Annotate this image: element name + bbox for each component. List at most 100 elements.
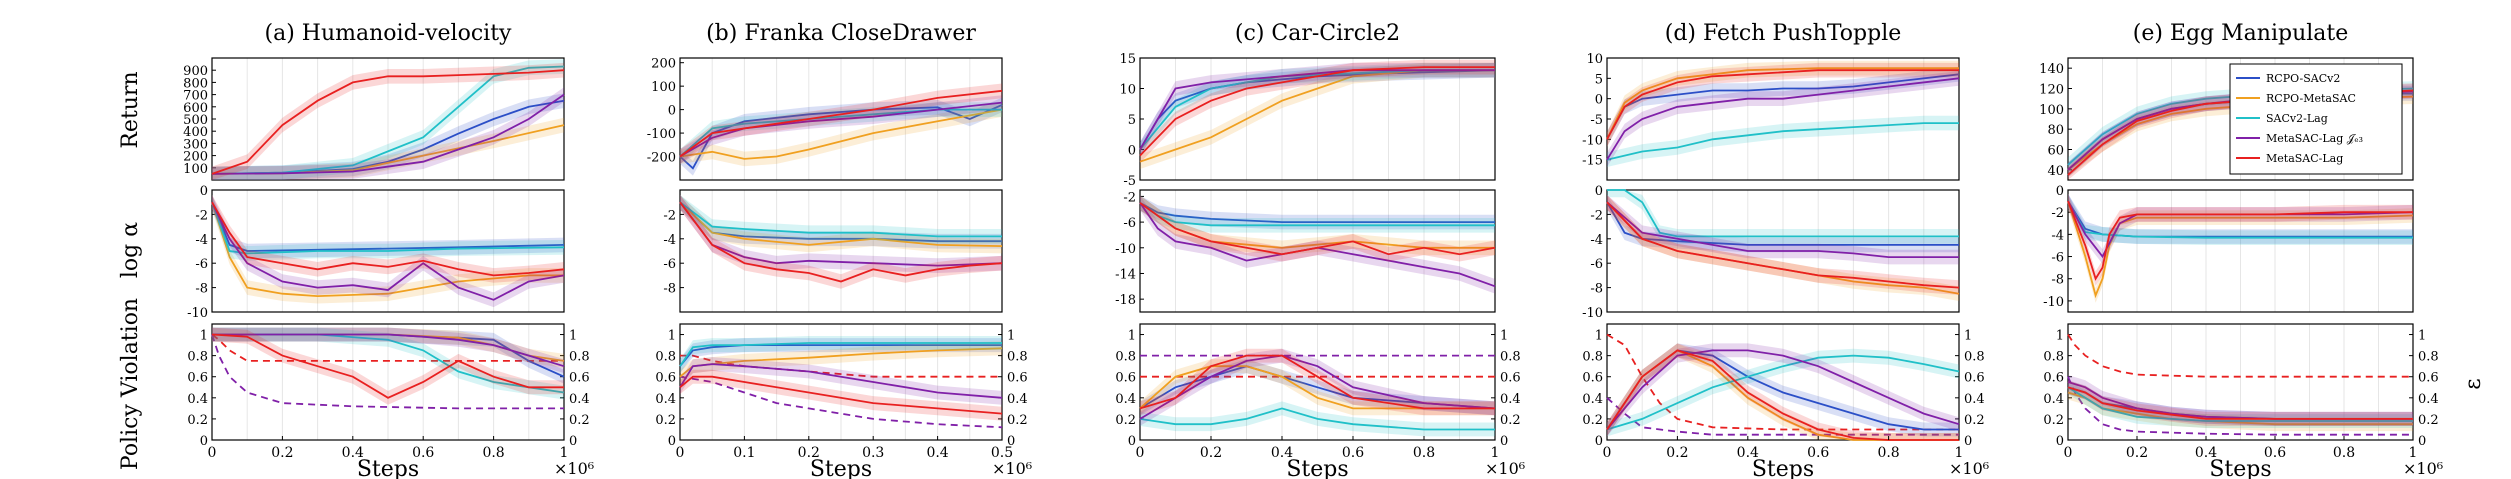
series-band <box>2068 380 2413 426</box>
y-tick-label: 0.4 <box>1582 392 1603 407</box>
panels: (a) Humanoid-velocity1002003004005006007… <box>183 21 2443 479</box>
subplot-mid: -10 -8 -6 -4 -2 0 <box>187 184 565 321</box>
y-tick-label: -5 <box>1590 113 1603 128</box>
series-band <box>1140 348 1495 416</box>
y-tick-label: 1 <box>1595 329 1603 344</box>
y-tick-label: 0.8 <box>2043 350 2064 365</box>
y2-tick-label: 0.6 <box>569 371 590 386</box>
y-tick-label: 5 <box>1595 72 1603 87</box>
series-band <box>1140 62 1495 157</box>
y-tick-label: 5 <box>1128 113 1136 128</box>
series-band <box>2068 84 2413 178</box>
series-band <box>680 83 1002 164</box>
series-line <box>1139 365 1495 410</box>
y-tick-label: -8 <box>1590 282 1603 297</box>
y-tick-label: 1 <box>200 329 208 344</box>
series-band <box>212 327 564 368</box>
x-tick-label: 0.5 <box>991 445 1013 461</box>
y-tick-label: -2 <box>663 208 676 223</box>
series-line <box>679 89 1003 158</box>
y-tick-label: -8 <box>663 282 676 297</box>
y-tick-label: -10 <box>2043 295 2064 310</box>
series-band <box>2068 193 2413 245</box>
y-tick-label: -4 <box>2051 228 2064 243</box>
y-tick-label: 10 <box>1119 83 1136 98</box>
series-line <box>679 201 1003 283</box>
series-line <box>1606 77 1960 161</box>
legend-entry: MetaSAC-Lag <box>2266 152 2343 165</box>
series-band <box>1140 62 1495 169</box>
axes-frame <box>1139 189 1496 313</box>
y-tick-label: 200 <box>651 57 676 72</box>
series-line <box>1139 407 1495 431</box>
y2-tick-label: 0.4 <box>569 392 590 407</box>
series-band <box>680 194 1002 289</box>
y-tick-label: -6 <box>1123 216 1136 231</box>
y-tick-label: 0 <box>1595 434 1603 449</box>
series-band <box>1140 195 1495 294</box>
axes-frame <box>211 189 565 313</box>
legend-entry: MetaSAC-Lag 𝒥ₑ₃ <box>2266 132 2363 145</box>
series-band <box>1607 343 1959 437</box>
y-tick-label: 0.6 <box>2043 371 2064 386</box>
series-line <box>211 201 565 255</box>
y-tick-label: -6 <box>2051 251 2064 266</box>
series-band <box>680 194 1002 254</box>
axes-frame <box>2067 57 2414 181</box>
series-line <box>211 65 565 175</box>
x-multiplier: ×10⁶ <box>1949 459 1989 478</box>
y-tick-label: -2 <box>1123 190 1136 205</box>
y-tick-label: 0.6 <box>1115 371 1136 386</box>
y-tick-label: 0.6 <box>187 371 208 386</box>
y-tick-label: 0.2 <box>655 413 676 428</box>
series-band <box>212 194 564 308</box>
y-tick-label: 120 <box>2039 83 2064 98</box>
y2-tick-label: 0.4 <box>2418 392 2439 407</box>
y-tick-label: -10 <box>1115 242 1136 257</box>
y-tick-label: 0 <box>1128 434 1136 449</box>
y2-tick-label: 0.8 <box>569 350 590 365</box>
y-tick-label: 80 <box>2047 123 2064 138</box>
series-band <box>680 194 1002 244</box>
y-tick-label: 0.2 <box>187 413 208 428</box>
series-line <box>211 201 565 277</box>
series-band <box>1607 115 1959 167</box>
y2-tick-label: 0 <box>569 434 577 449</box>
series-band <box>680 97 1002 176</box>
x-tick-label: 1 <box>560 445 569 461</box>
series-band <box>1607 66 1959 147</box>
series-line <box>679 108 1003 160</box>
series-line <box>679 201 1002 238</box>
x-tick-label: 0.6 <box>412 445 434 461</box>
y-tick-label: 0.2 <box>1582 413 1603 428</box>
y-tick-label: 0.6 <box>655 371 676 386</box>
subplot-mid: -10 -8 -6 -4 -2 0 <box>1582 184 1960 321</box>
series-line <box>1606 349 1959 441</box>
series-line <box>1139 354 1495 410</box>
y2-tick-label: 0.2 <box>1007 413 1028 428</box>
series-line <box>211 333 564 399</box>
legend-entry: SACv2-Lag <box>2266 112 2328 125</box>
series-band <box>1607 343 1959 440</box>
series-band <box>1140 59 1495 163</box>
series-line <box>679 363 1003 399</box>
series-line <box>679 375 1003 415</box>
y-tick-label: 1 <box>668 329 676 344</box>
y-tick-label: 200 <box>183 150 208 165</box>
y-tick-label: -2 <box>195 208 208 223</box>
x-tick-label: 0.2 <box>271 445 293 461</box>
y2-tick-label: 0.8 <box>1007 350 1028 365</box>
series-band <box>1607 194 1959 253</box>
y-tick-label: 0.4 <box>655 392 676 407</box>
x-multiplier: ×10⁶ <box>2403 459 2443 478</box>
y-tick-label: 0.4 <box>187 392 208 407</box>
x-tick-label: 0.2 <box>1200 445 1222 461</box>
series-band <box>680 102 1002 164</box>
panel-0: (a) Humanoid-velocity1002003004005006007… <box>183 21 594 479</box>
y-tick-label: 100 <box>183 162 208 177</box>
series-band <box>2068 193 2413 286</box>
series-line <box>212 333 565 368</box>
series-band <box>212 327 564 405</box>
